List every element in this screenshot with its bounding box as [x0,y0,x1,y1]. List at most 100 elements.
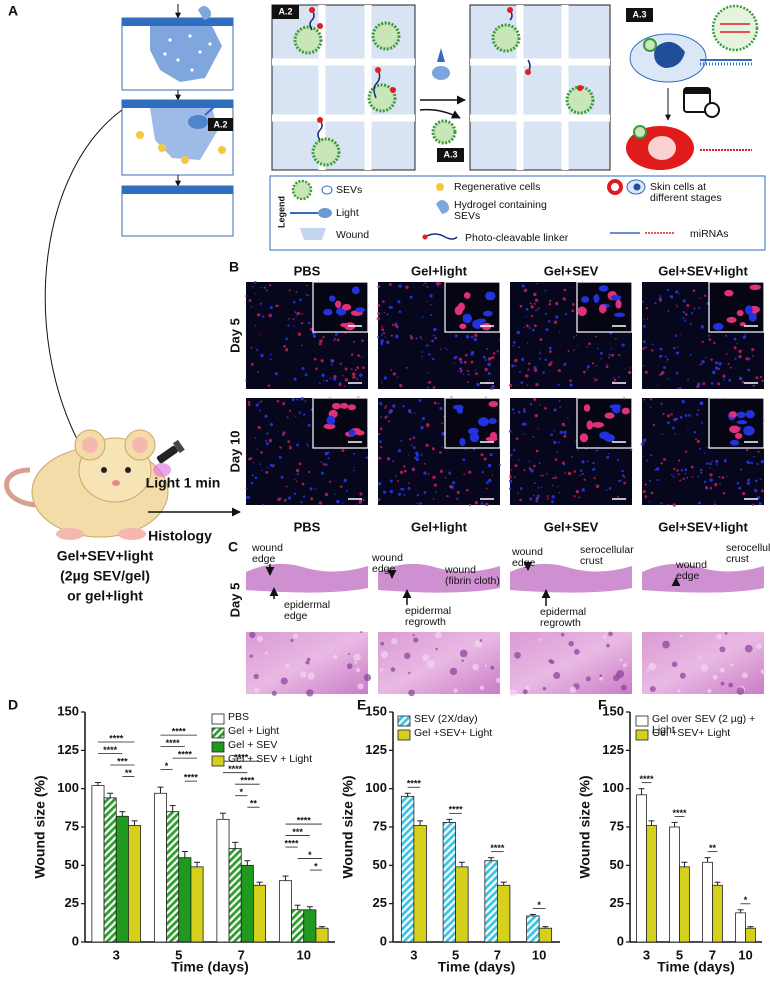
nucleus [423,491,427,494]
nucleus [718,362,722,366]
nucleus [293,377,297,381]
panel-label: B [229,259,239,275]
nucleus [533,464,536,468]
inset-cell [734,432,743,440]
nucleus [535,449,539,453]
nucleus [570,455,573,458]
nucleus [654,302,657,305]
nucleus [512,344,515,347]
legend-label: different stages [650,192,722,204]
a2-box: A.2 [271,4,416,171]
nucleus [389,489,393,494]
nucleus [586,460,589,463]
tissue [642,632,764,694]
tissue-speck [360,630,363,634]
tissue-strip [510,563,632,593]
nucleus [388,420,391,423]
nucleus [581,488,585,492]
nucleus [605,365,609,369]
nucleus [530,305,534,309]
nucleus [460,369,463,372]
nucleus [457,370,459,372]
inset-cell [621,407,630,415]
bar [115,815,129,943]
tissue-speck [599,674,603,678]
nucleus [559,406,561,408]
legend-label: Gel +SEV+ Light [652,728,731,739]
nucleus [394,475,397,477]
nucleus [608,353,612,356]
nucleus [748,357,751,360]
inset-cell [712,322,724,331]
nucleus [696,385,700,389]
nucleus [722,492,726,495]
inset-cell [355,307,366,313]
nucleus [713,503,716,506]
nucleus [719,483,721,485]
nucleus [352,375,356,379]
significance-label: **** [172,727,187,737]
nucleus [407,486,411,490]
nucleus [299,298,302,302]
nucleus [277,497,281,502]
tissue-speck [509,689,518,697]
nucleus [674,334,678,338]
nucleus [319,339,323,343]
nucleus [304,400,307,403]
significance-label: ** [250,799,258,809]
tissue-speck [560,633,565,637]
nucleus [259,409,262,412]
nucleus [356,378,359,381]
bar [538,927,553,943]
nucleus [616,458,620,462]
nucleus [567,472,572,476]
y-tick-label: 150 [57,703,79,718]
inset-cell [726,316,737,323]
nucleus [559,430,563,435]
nucleus [432,334,435,337]
inset-cell [478,417,489,427]
nucleus [533,302,536,305]
nucleus [515,437,519,441]
nucleus [259,302,262,305]
inset-cell [339,402,349,409]
nucleus [747,461,751,465]
nucleus [427,372,429,374]
nucleus [427,386,430,389]
nucleus [426,422,429,426]
annotation: wound [444,564,476,576]
nucleus [310,408,313,412]
nucleus [716,463,718,465]
nucleus [320,359,324,363]
nucleus [318,382,321,385]
nucleus [663,366,667,370]
nucleus [260,400,263,403]
nucleus [722,374,726,378]
nucleus [320,461,323,463]
nucleus [727,362,730,365]
nucleus [738,354,742,359]
nucleus [728,378,732,382]
nucleus [705,462,709,465]
nucleus [548,346,552,350]
nucleus [481,471,484,474]
histology-image [642,563,766,695]
nucleus [318,342,322,346]
legend-label: Gel + SEV + Light [228,754,313,765]
nucleus [441,446,443,448]
x-tick-label: 3 [410,947,417,962]
x-tick-label: 10 [532,947,546,962]
nucleus [696,413,699,416]
annotation: regrowth [405,616,446,628]
nucleus [301,313,303,315]
a2-tag: A.2 [213,119,227,129]
nucleus [250,362,254,366]
nucleus [736,481,740,485]
bar [400,795,415,943]
tissue-speck [285,663,290,668]
nucleus [390,369,393,371]
nucleus [534,298,539,303]
nucleus [660,402,663,405]
micrograph [508,396,633,505]
nucleus [726,353,728,355]
